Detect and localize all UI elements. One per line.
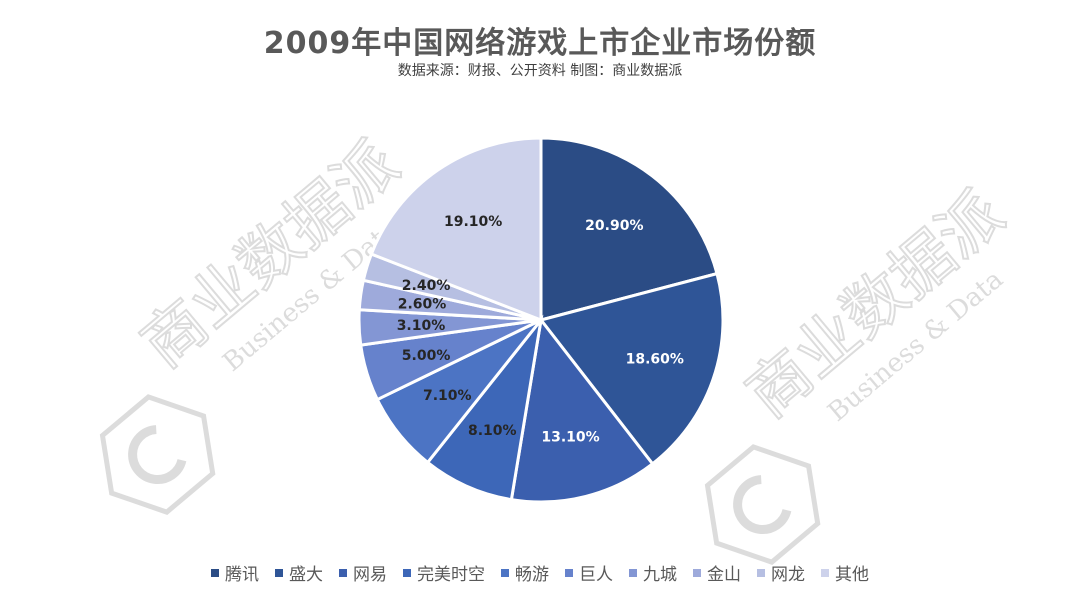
chart-title: 2009年中国网络游戏上市企业市场份额 <box>263 26 817 61</box>
legend-swatch <box>757 568 765 577</box>
legend-item-4: 完美时空 <box>403 560 485 585</box>
legend-swatch <box>339 568 347 577</box>
pie-data-labels: 20.90% 18.60% 13.10% 8.10% 7.10% 5.00% 3.10% 2.… <box>397 214 684 446</box>
legend-item-1: 腾讯 <box>211 560 259 585</box>
legend-label: 巨人 <box>579 565 613 585</box>
legend-swatch <box>629 568 637 577</box>
data-label-6: 5.00% <box>402 348 451 364</box>
legend-swatch <box>275 568 283 577</box>
pie-slice-3 <box>509 316 655 504</box>
legend-item-6: 巨人 <box>565 560 613 585</box>
pie-slice-1 <box>539 136 719 322</box>
legend-swatch <box>693 568 701 577</box>
legend-swatch <box>821 568 829 577</box>
legend-label: 完美时空 <box>417 565 485 585</box>
legend-swatch <box>403 568 411 577</box>
legend-swatch <box>565 568 573 577</box>
data-label-4: 8.10% <box>468 423 517 439</box>
pie-slice-4 <box>425 314 544 502</box>
data-label-8: 2.60% <box>398 296 447 312</box>
legend-label: 腾讯 <box>225 565 259 585</box>
legend-item-8: 金山 <box>693 560 741 585</box>
data-label-7: 3.10% <box>397 318 446 334</box>
pie-slices <box>357 136 725 504</box>
legend-label: 盛大 <box>289 565 323 585</box>
watermark-logo-c-icon <box>128 425 187 485</box>
legend-label: 九城 <box>643 565 677 585</box>
legend-item-5: 畅游 <box>501 560 549 585</box>
legend-label: 金山 <box>707 565 741 585</box>
pie-slice-2 <box>538 271 725 466</box>
legend-item-2: 盛大 <box>275 560 323 585</box>
legend-label: 其他 <box>835 565 869 585</box>
data-label-3: 13.10% <box>541 429 599 445</box>
watermark-logo-icon <box>704 444 821 565</box>
legend-label: 网龙 <box>771 565 805 585</box>
legend-swatch <box>211 568 219 577</box>
data-label-5: 7.10% <box>423 388 472 404</box>
legend-item-9: 网龙 <box>757 560 805 585</box>
watermark-logo-icon <box>99 394 216 515</box>
data-label-2: 18.60% <box>626 352 684 368</box>
data-label-9: 2.40% <box>402 278 451 294</box>
pie-slice-10 <box>369 136 543 323</box>
legend-label: 畅游 <box>515 565 549 585</box>
data-label-10: 19.10% <box>444 214 502 230</box>
watermark-logo-c-icon <box>733 475 792 535</box>
legend-item-10: 其他 <box>821 560 869 585</box>
data-label-1: 20.90% <box>585 218 643 234</box>
chart-subtitle: 数据来源：财报、公开资料 制图：商业数据派 <box>397 63 683 79</box>
legend-label: 网易 <box>353 565 387 585</box>
legend-swatch <box>501 568 509 577</box>
chart-legend: 腾讯 盛大 网易 完美时空 畅游 巨人 九城 金山 网龙 其他 <box>0 560 1080 585</box>
legend-item-3: 网易 <box>339 560 387 585</box>
legend-item-7: 九城 <box>629 560 677 585</box>
